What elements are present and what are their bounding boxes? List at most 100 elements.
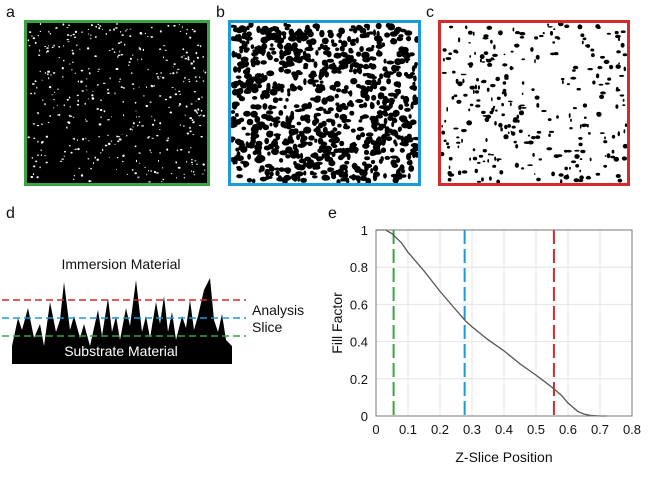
particle: [53, 107, 55, 109]
particle: [51, 46, 54, 48]
particle: [453, 94, 458, 97]
particle: [100, 116, 102, 118]
particle: [502, 81, 507, 85]
particle: [579, 158, 583, 161]
particle: [285, 42, 292, 50]
particle: [33, 165, 36, 168]
particle: [576, 87, 581, 91]
particle: [49, 115, 51, 117]
particle: [461, 129, 464, 132]
particle: [66, 98, 69, 101]
particle: [254, 49, 259, 56]
particle: [591, 53, 595, 58]
particle: [564, 149, 568, 153]
particle: [202, 163, 205, 166]
particle: [398, 104, 404, 111]
particle: [79, 48, 81, 50]
particle: [319, 29, 325, 38]
particle: [368, 63, 373, 67]
particle: [393, 81, 401, 87]
particle: [442, 48, 447, 51]
particle: [515, 144, 519, 149]
particle: [66, 126, 68, 129]
particle: [31, 157, 33, 159]
particle: [97, 71, 100, 72]
particle: [509, 102, 512, 107]
particle: [94, 36, 97, 38]
particle: [330, 142, 335, 147]
particle: [271, 26, 277, 30]
particle: [252, 150, 257, 155]
particle: [469, 103, 474, 107]
particle: [412, 81, 416, 87]
particle: [390, 155, 399, 159]
particle: [547, 26, 553, 28]
particle: [48, 86, 52, 89]
particle: [504, 77, 509, 80]
particle: [532, 152, 535, 157]
particle: [460, 73, 467, 76]
particle: [107, 119, 110, 121]
particle: [565, 149, 572, 153]
particle: [393, 139, 397, 145]
particle: [63, 155, 65, 157]
particle: [109, 29, 111, 32]
particle: [239, 117, 245, 123]
particle: [469, 85, 476, 90]
particle: [568, 113, 571, 118]
particle: [178, 105, 181, 107]
particle: [348, 49, 354, 54]
particle: [615, 104, 619, 109]
particle: [552, 41, 556, 44]
particle: [275, 170, 280, 176]
particle: [132, 129, 133, 131]
particle: [556, 115, 559, 119]
particle: [501, 91, 507, 95]
particle: [297, 85, 302, 91]
particle: [190, 147, 192, 149]
particle: [320, 170, 328, 175]
particle: [401, 169, 405, 174]
particle: [613, 156, 620, 162]
particle: [77, 99, 79, 102]
particle: [196, 56, 199, 59]
particle: [273, 58, 279, 62]
particle: [202, 114, 206, 117]
particle: [401, 122, 410, 129]
particle: [40, 149, 42, 151]
particle: [107, 88, 109, 91]
particle: [492, 53, 498, 58]
particle: [173, 66, 175, 68]
particle: [319, 144, 327, 151]
particle: [262, 103, 268, 110]
particle: [495, 109, 498, 112]
particle: [127, 64, 130, 66]
particle: [446, 142, 449, 146]
particle: [162, 167, 164, 169]
particle: [365, 132, 374, 137]
particle: [56, 104, 58, 107]
particle: [160, 72, 162, 74]
particle: [521, 58, 526, 61]
particle: [535, 135, 541, 139]
particle: [319, 131, 323, 135]
particle: [393, 93, 398, 99]
particle: [616, 50, 621, 54]
particle: [102, 82, 106, 84]
particle: [569, 166, 571, 170]
particle: [376, 39, 382, 46]
particle: [580, 33, 585, 37]
particle: [254, 77, 264, 84]
particle: [68, 145, 71, 147]
particle: [87, 33, 90, 35]
x-tick-labels: 0 0.1 0.2 0.3 0.4 0.5 0.6 0.7 0.8: [372, 422, 641, 437]
particle: [195, 100, 197, 102]
particle: [589, 157, 592, 162]
particle: [33, 137, 36, 139]
particle: [151, 123, 155, 126]
particle: [53, 44, 55, 47]
particle: [190, 161, 193, 163]
particle: [323, 66, 329, 70]
particle: [251, 178, 256, 184]
particle: [351, 38, 357, 42]
